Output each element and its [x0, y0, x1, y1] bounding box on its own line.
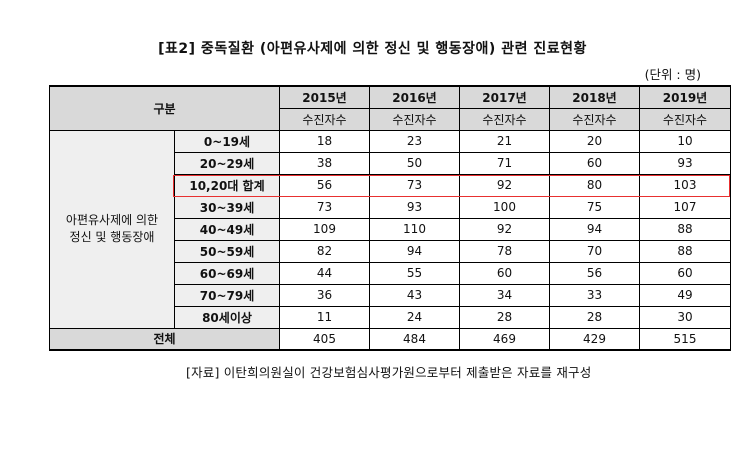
- table-cell: 93: [639, 151, 731, 175]
- source-note: [자료] 이탄희의원실이 건강보험심사평가원으로부터 제출받은 자료를 재구성: [186, 365, 592, 380]
- table-cell: 110: [369, 217, 460, 241]
- age-label: 10,20대 합계: [174, 173, 280, 197]
- table-cell: 49: [639, 283, 731, 307]
- sub-header: 수진자수: [459, 107, 550, 131]
- table-cell: 56: [549, 261, 640, 285]
- table-cell: 20: [549, 129, 640, 153]
- age-label: 20~29세: [174, 151, 280, 175]
- table-row: 10,20대 합계 56 73 92 80 103: [50, 173, 731, 197]
- group-label-line: 아편유사제에 의한: [65, 213, 159, 227]
- table-cell: 75: [549, 195, 640, 219]
- table-cell: 60: [459, 261, 550, 285]
- table-cell: 103: [639, 173, 731, 197]
- table-cell: 100: [459, 195, 550, 219]
- year-header: 2019년: [639, 85, 731, 109]
- table-row: 20~29세 38 50 71 60 93: [50, 151, 731, 175]
- table-title: [표2] 중독질환 (아편유사제에 의한 정신 및 행동장애) 관련 진료현황: [158, 41, 587, 57]
- table-row: 40~49세 109 110 92 94 88: [50, 217, 731, 241]
- year-header: 2015년: [279, 85, 370, 109]
- unit-label: (단위 : 명): [644, 67, 701, 82]
- table-cell: 44: [279, 261, 370, 285]
- table-row: 아편유사제에 의한 정신 및 행동장애 0~19세 18 23 21 20 10: [49, 129, 731, 329]
- year-header: 2018년: [549, 85, 640, 109]
- table-cell: 21: [459, 129, 550, 153]
- table-cell: 82: [279, 239, 370, 263]
- year-header: 2017년: [459, 85, 550, 109]
- table-body: 아편유사제에 의한 정신 및 행동장애 0~19세 18 23 21 20 10 20~29세 3…: [49, 129, 731, 329]
- total-cell: 515: [639, 327, 731, 351]
- table-cell: 36: [279, 283, 370, 307]
- sub-header: 수진자수: [639, 107, 731, 131]
- table-cell: 43: [369, 283, 460, 307]
- age-label: 60~69세: [174, 261, 280, 285]
- table-cell: 80: [549, 173, 640, 197]
- year-header: 2016년: [369, 85, 460, 109]
- table-row: 70~79세 36 43 34 33 49: [50, 283, 731, 307]
- table-cell: 73: [369, 173, 460, 197]
- age-label: 70~79세: [174, 283, 280, 307]
- table-cell: 30: [639, 305, 731, 329]
- table-row: 30~39세 73 93 100 75 107: [50, 195, 731, 219]
- age-label: 80세이상: [174, 305, 280, 329]
- table-cell: 60: [639, 261, 731, 285]
- table-cell: 18: [279, 129, 370, 153]
- table-cell: 78: [459, 239, 550, 263]
- table-cell: 88: [639, 239, 731, 263]
- table-cell: 73: [279, 195, 370, 219]
- sub-header: 수진자수: [549, 107, 640, 131]
- table-cell: 70: [549, 239, 640, 263]
- table-row: 50~59세 82 94 78 70 88: [50, 239, 731, 263]
- sub-header: 수진자수: [369, 107, 460, 131]
- table-cell: 93: [369, 195, 460, 219]
- table-cell: 50: [369, 151, 460, 175]
- table-cell: 38: [279, 151, 370, 175]
- table-cell: 71: [459, 151, 550, 175]
- group-label-line: 정신 및 행동장애: [69, 230, 155, 244]
- total-cell: 484: [369, 327, 460, 351]
- sub-header: 수진자수: [279, 107, 370, 131]
- table-cell: 28: [549, 305, 640, 329]
- age-label: 30~39세: [174, 195, 280, 219]
- data-table: 구분 2015년 2016년 2017년 2018년 2019년 수진자수 수진…: [49, 85, 731, 351]
- age-label: 40~49세: [174, 217, 280, 241]
- table-cell: 92: [459, 217, 550, 241]
- table-cell: 11: [279, 305, 370, 329]
- table-cell: 33: [549, 283, 640, 307]
- total-cell: 429: [549, 327, 640, 351]
- total-cell: 405: [279, 327, 370, 351]
- table-cell: 60: [549, 151, 640, 175]
- table-cell: 24: [369, 305, 460, 329]
- table-cell: 92: [459, 173, 550, 197]
- table-cell: 10: [639, 129, 731, 153]
- age-label: 50~59세: [174, 239, 280, 263]
- table-cell: 23: [369, 129, 460, 153]
- table-cell: 56: [279, 173, 370, 197]
- table-cell: 94: [549, 217, 640, 241]
- age-label: 0~19세: [174, 129, 280, 153]
- table-cell: 55: [369, 261, 460, 285]
- table-cell: 34: [459, 283, 550, 307]
- total-label: 전체: [49, 327, 280, 351]
- table-cell: 88: [639, 217, 731, 241]
- table-cell: 109: [279, 217, 370, 241]
- table-cell: 94: [369, 239, 460, 263]
- total-cell: 469: [459, 327, 550, 351]
- category-header: 구분: [49, 85, 280, 131]
- table-row: 60~69세 44 55 60 56 60: [50, 261, 731, 285]
- table-cell: 28: [459, 305, 550, 329]
- table-cell: 107: [639, 195, 731, 219]
